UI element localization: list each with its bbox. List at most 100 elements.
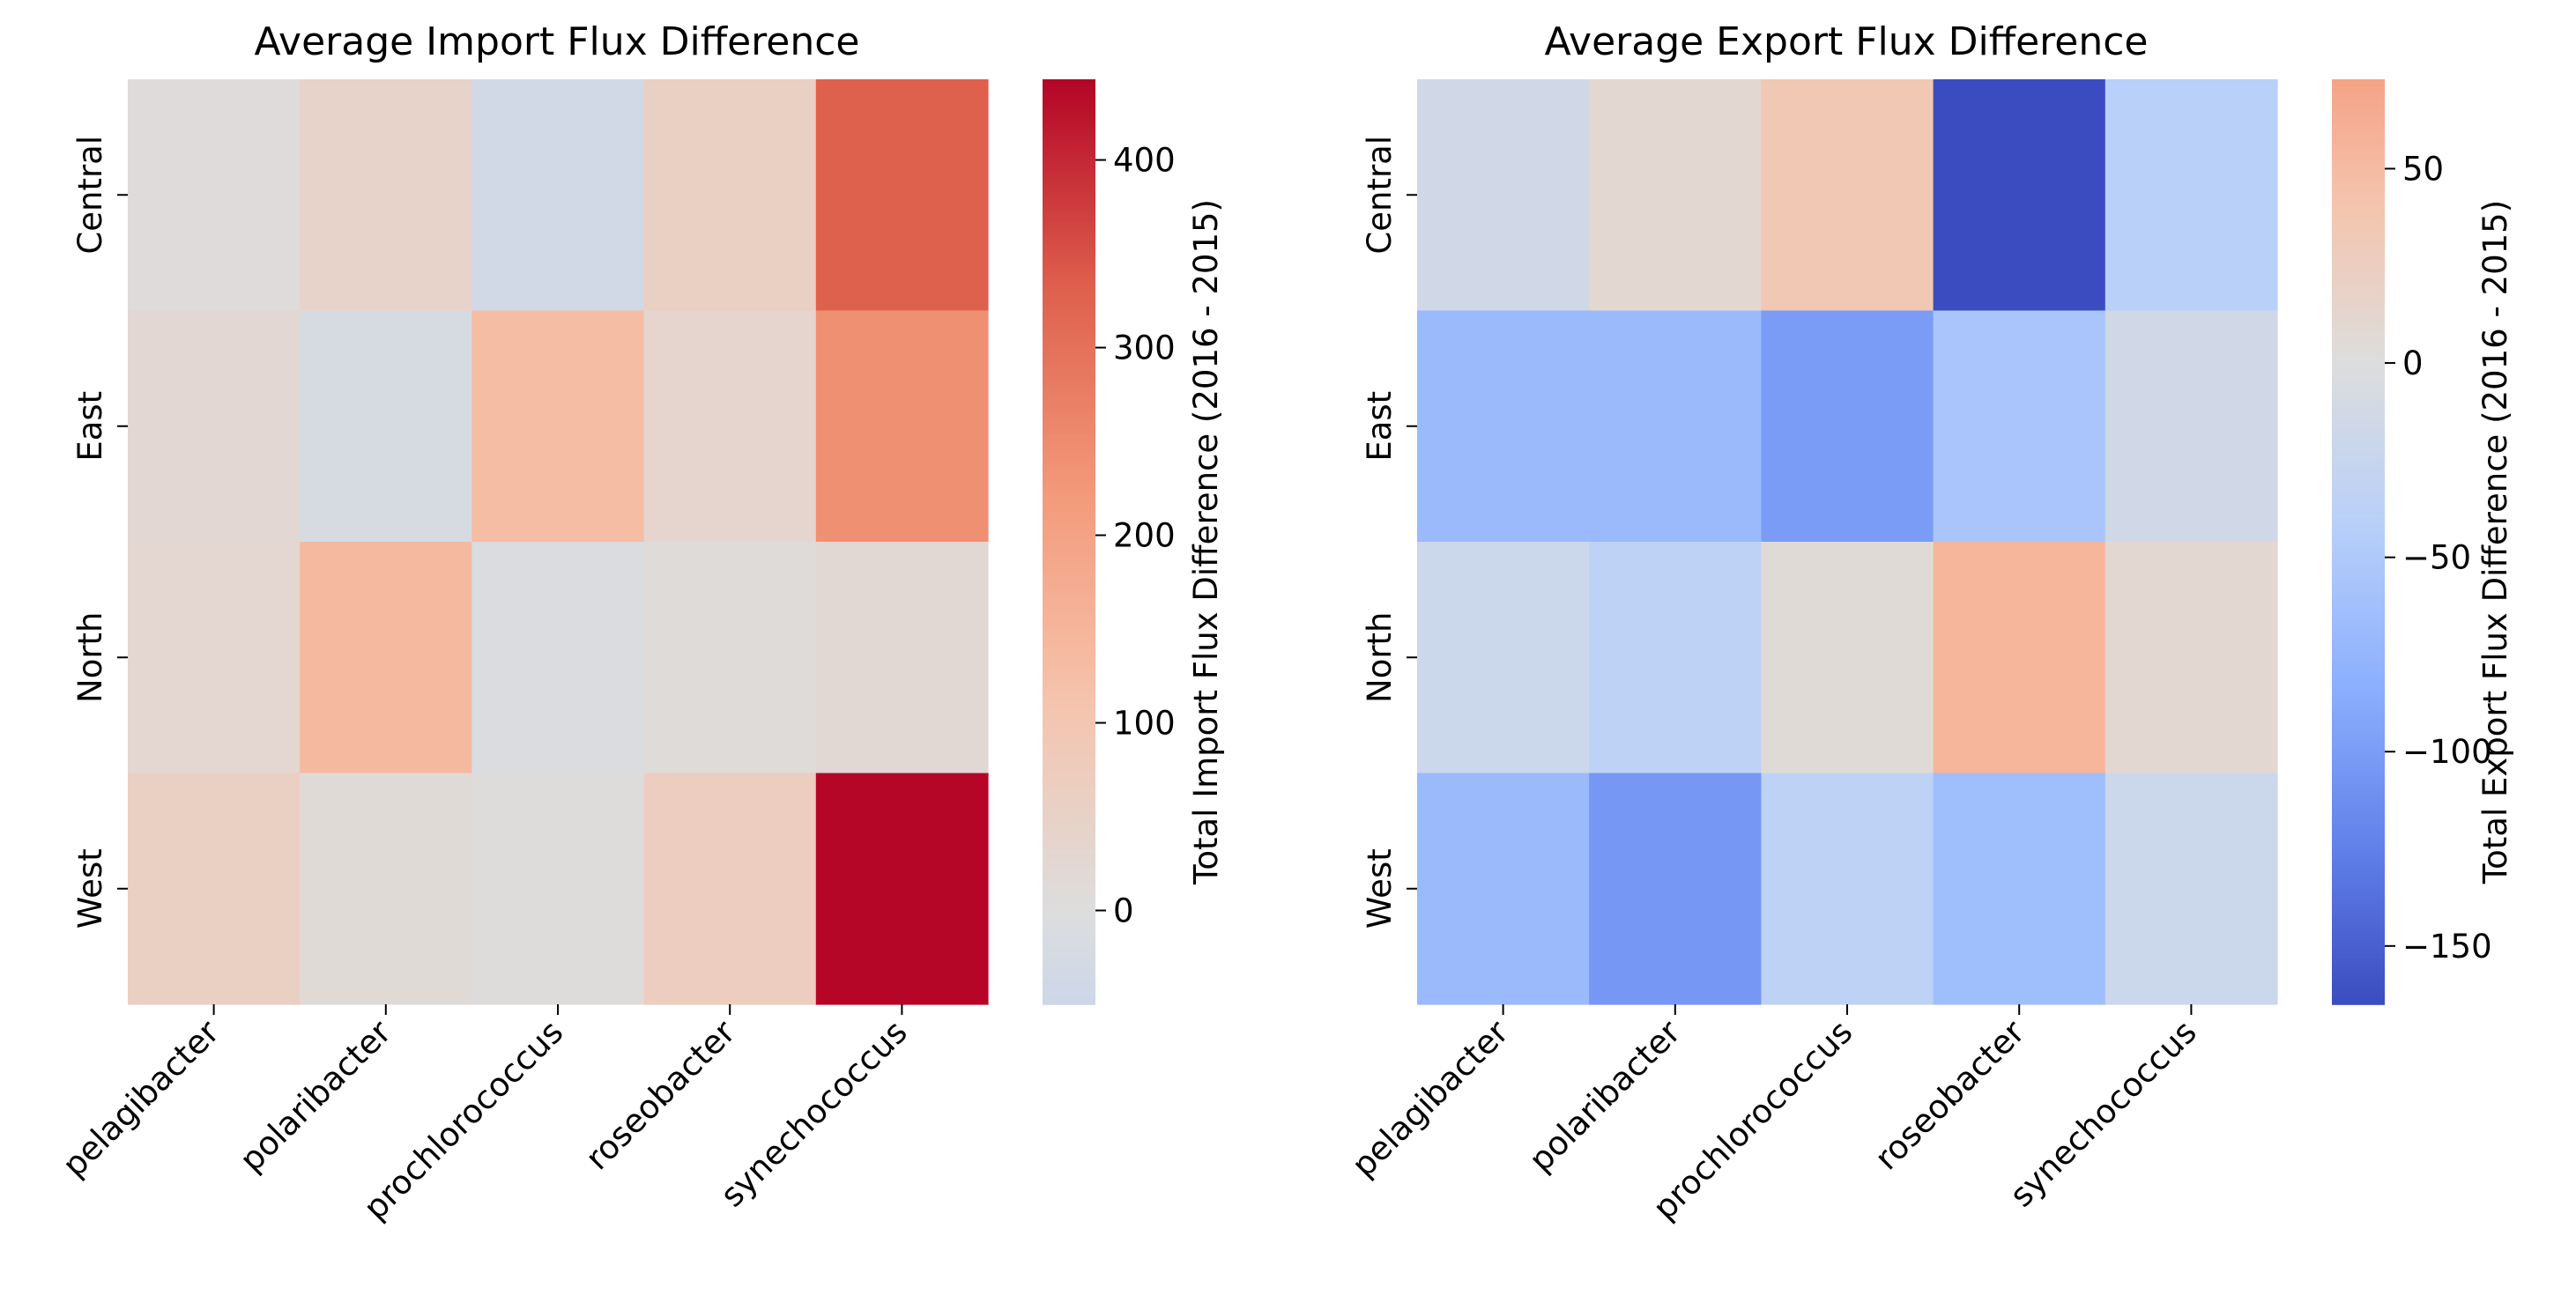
colorbar-segment — [2332, 141, 2385, 146]
colorbar-segment — [1043, 291, 1095, 296]
colorbar-segment — [1043, 869, 1095, 875]
colorbar-segment — [2332, 226, 2385, 231]
colorbar-segment — [1043, 399, 1095, 404]
heatmap-cell-west-synechococcus — [2105, 773, 2278, 1005]
colorbar-segment — [2332, 495, 2385, 500]
colorbar-segment — [2332, 576, 2385, 581]
colorbar-segment — [2332, 573, 2385, 578]
colorbar-segment — [1043, 141, 1095, 146]
colorbar-segment — [2332, 904, 2385, 909]
colorbar-segment — [1043, 183, 1095, 189]
colorbar-tick-label: 300 — [1113, 329, 1176, 367]
colorbar-segment — [2332, 476, 2385, 481]
colorbar-segment — [1043, 958, 1095, 963]
colorbar-segment — [2332, 229, 2385, 234]
colorbar-segment — [1043, 106, 1095, 111]
colorbar-segment — [2332, 102, 2385, 107]
colorbar-segment — [1043, 333, 1095, 338]
colorbar-segment — [1043, 657, 1095, 662]
colorbar-segment — [2332, 91, 2385, 96]
colorbar-segment — [1043, 912, 1095, 917]
colorbar-segment — [1043, 638, 1095, 643]
colorbar-segment — [1043, 507, 1095, 512]
colorbar-segment — [2332, 248, 2385, 254]
colorbar-segment — [2332, 302, 2385, 307]
colorbar-segment — [2332, 599, 2385, 604]
colorbar-segment — [1043, 256, 1095, 262]
colorbar-segment — [2332, 626, 2385, 632]
colorbar-segment — [2332, 98, 2385, 104]
colorbar-segment — [1043, 94, 1095, 100]
colorbar-segment — [2332, 314, 2385, 320]
colorbar-segment — [2332, 94, 2385, 100]
colorbar-segment — [2332, 492, 2385, 497]
colorbar-segment — [2332, 646, 2385, 651]
colorbar-segment — [1043, 214, 1095, 219]
colorbar-segment — [2332, 776, 2385, 782]
colorbar-tick-label: 50 — [2402, 150, 2444, 188]
colorbar-segment — [1043, 545, 1095, 551]
colorbar-segment — [2332, 380, 2385, 385]
colorbar-segment — [1043, 573, 1095, 578]
colorbar-segment — [2332, 969, 2385, 974]
colorbar-segment — [1043, 302, 1095, 307]
x-tick-label: pelagibacter — [56, 1012, 227, 1184]
colorbar-segment — [2332, 896, 2385, 901]
colorbar-segment — [1043, 287, 1095, 292]
colorbar-segment — [1043, 992, 1095, 998]
colorbar-segment — [2332, 164, 2385, 169]
colorbar-segment — [1043, 414, 1095, 419]
colorbar-segment — [2332, 375, 2385, 381]
colorbar-segment — [2332, 264, 2385, 270]
colorbar-segment — [2332, 977, 2385, 982]
colorbar-tick-label: −150 — [2402, 928, 2492, 966]
colorbar-segment — [2332, 133, 2385, 138]
colorbar-segment — [1043, 195, 1095, 200]
colorbar-segment — [2332, 534, 2385, 539]
colorbar-segment — [1043, 607, 1095, 612]
colorbar-segment — [1043, 588, 1095, 593]
colorbar-segment — [2332, 850, 2385, 855]
heatmap-cell-west-roseobacter — [1933, 773, 2106, 1005]
colorbar-segment — [2332, 865, 2385, 870]
colorbar-segment — [2332, 688, 2385, 693]
colorbar-segment — [2332, 329, 2385, 335]
colorbar-segment — [2332, 430, 2385, 435]
heatmap-cell-east-polaribacter — [1589, 310, 1762, 543]
colorbar-segment — [2332, 699, 2385, 705]
colorbar-segment — [2332, 877, 2385, 882]
x-tick-label: polaribacter — [1522, 1012, 1689, 1179]
colorbar-segment — [1043, 468, 1095, 474]
colorbar-segment — [2332, 542, 2385, 547]
colorbar-segment — [2332, 923, 2385, 929]
colorbar-segment — [2332, 349, 2385, 354]
colorbar-segment — [2332, 661, 2385, 666]
colorbar-segment — [1043, 206, 1095, 211]
colorbar-segment — [2332, 364, 2385, 369]
colorbar-segment — [2332, 433, 2385, 439]
y-tick-label: North — [71, 612, 109, 703]
colorbar-segment — [1043, 437, 1095, 443]
colorbar-segment — [2332, 545, 2385, 551]
colorbar-segment — [2332, 966, 2385, 971]
colorbar-segment — [2332, 210, 2385, 215]
colorbar-segment — [2332, 873, 2385, 878]
colorbar-segment — [2332, 172, 2385, 177]
colorbar-segment — [2332, 190, 2385, 196]
colorbar-segment — [1043, 961, 1095, 967]
colorbar-segment — [1043, 996, 1095, 1002]
colorbar-segment — [2332, 183, 2385, 189]
colorbar-segment — [1043, 946, 1095, 951]
colorbar-segment — [2332, 299, 2385, 304]
colorbar-segment — [1043, 537, 1095, 543]
colorbar-segment — [1043, 842, 1095, 847]
colorbar-segment — [1043, 461, 1095, 466]
colorbar-segment — [2332, 727, 2385, 732]
colorbar-segment — [1043, 110, 1095, 115]
colorbar-segment — [1043, 696, 1095, 701]
colorbar-segment — [1043, 634, 1095, 640]
colorbar-segment — [2332, 734, 2385, 739]
colorbar-segment — [1043, 711, 1095, 716]
colorbar-segment — [1043, 233, 1095, 239]
colorbar-segment — [1043, 511, 1095, 516]
